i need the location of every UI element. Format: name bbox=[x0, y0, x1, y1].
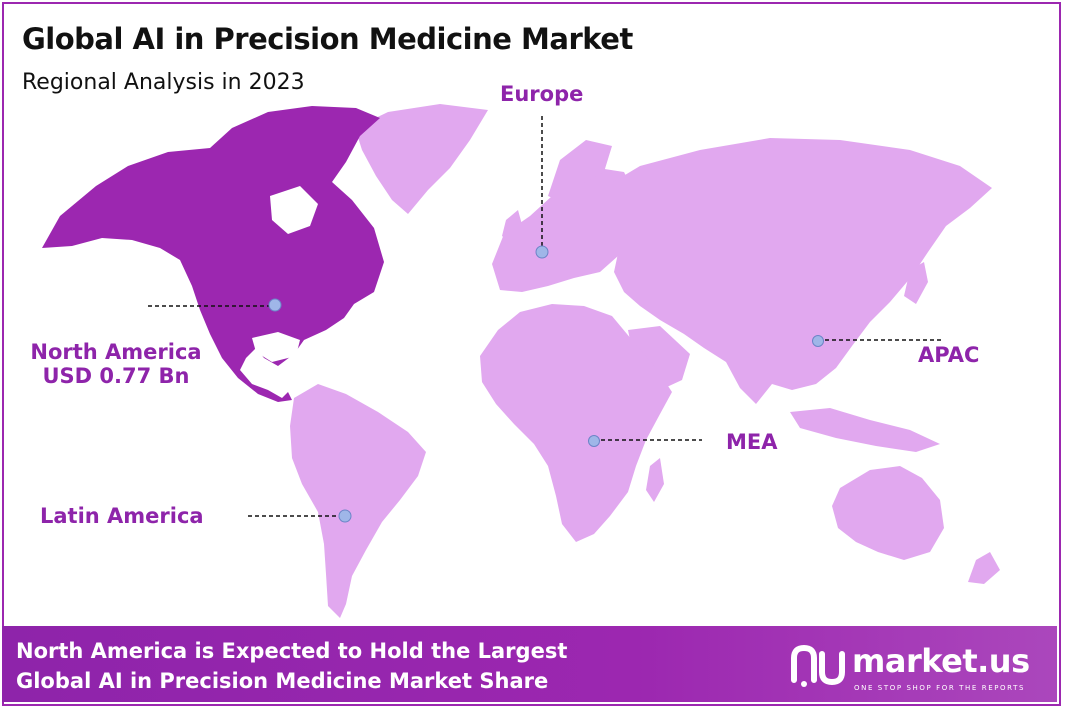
apac-label: APAC bbox=[918, 343, 980, 367]
page-subtitle: Regional Analysis in 2023 bbox=[22, 70, 305, 95]
gulf-of-mexico-shape bbox=[252, 332, 300, 362]
north-america-shape bbox=[42, 106, 384, 402]
brand-logo: market.us ONE STOP SHOP FOR THE REPORTS bbox=[790, 640, 1030, 692]
europe-label: Europe bbox=[500, 82, 584, 106]
scandinavia-shape bbox=[548, 140, 612, 204]
apac-marker bbox=[812, 335, 824, 347]
mea-label: MEA bbox=[726, 430, 778, 454]
australia-shape bbox=[832, 466, 944, 560]
africa-shape bbox=[480, 304, 672, 542]
indonesia-shape bbox=[790, 408, 940, 452]
banner-text: North America is Expected to Hold the La… bbox=[16, 636, 567, 696]
footer-banner: North America is Expected to Hold the La… bbox=[2, 626, 1057, 702]
asia-shape bbox=[600, 138, 992, 404]
greenland-shape bbox=[355, 104, 488, 214]
latin-america-marker bbox=[338, 509, 352, 523]
market-us-logo-icon bbox=[791, 644, 845, 687]
south-america-shape bbox=[290, 384, 426, 618]
north-america-label: North America USD 0.77 Bn bbox=[16, 340, 216, 388]
north-america-name: North America bbox=[30, 340, 202, 364]
japan-shape bbox=[904, 262, 928, 304]
brand-tagline: ONE STOP SHOP FOR THE REPORTS bbox=[854, 684, 1026, 692]
new-zealand-shape bbox=[968, 552, 1000, 584]
banner-line-1: North America is Expected to Hold the La… bbox=[16, 639, 568, 663]
north-america-value: USD 0.77 Bn bbox=[42, 364, 190, 388]
north-america-marker bbox=[268, 298, 282, 312]
mea-marker bbox=[588, 435, 600, 447]
uk-shape bbox=[502, 210, 524, 244]
brand-name: market.us bbox=[852, 642, 1030, 680]
europe-marker bbox=[535, 245, 549, 259]
latin-america-label: Latin America bbox=[40, 504, 204, 528]
page-title: Global AI in Precision Medicine Market bbox=[22, 22, 633, 56]
europe-shape bbox=[492, 168, 636, 292]
banner-line-2: Global AI in Precision Medicine Market S… bbox=[16, 669, 549, 693]
hudson-bay-shape bbox=[270, 186, 318, 234]
madagascar-shape bbox=[646, 458, 664, 502]
